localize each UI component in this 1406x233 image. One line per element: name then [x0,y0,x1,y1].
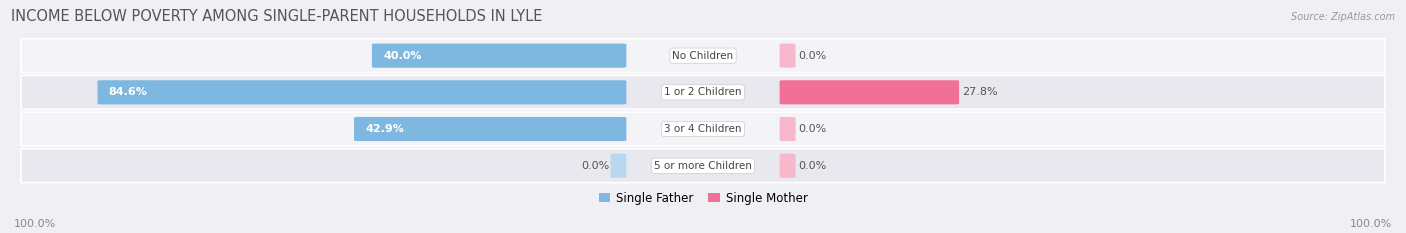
Text: No Children: No Children [672,51,734,61]
Text: 84.6%: 84.6% [108,87,148,97]
FancyBboxPatch shape [779,117,796,141]
FancyBboxPatch shape [21,149,1385,183]
FancyBboxPatch shape [21,39,1385,72]
FancyBboxPatch shape [779,80,959,104]
Text: 0.0%: 0.0% [799,161,827,171]
Text: 27.8%: 27.8% [962,87,997,97]
Text: 3 or 4 Children: 3 or 4 Children [664,124,742,134]
Text: INCOME BELOW POVERTY AMONG SINGLE-PARENT HOUSEHOLDS IN LYLE: INCOME BELOW POVERTY AMONG SINGLE-PARENT… [11,9,543,24]
FancyBboxPatch shape [97,80,627,104]
Text: 1 or 2 Children: 1 or 2 Children [664,87,742,97]
FancyBboxPatch shape [371,44,627,68]
FancyBboxPatch shape [21,112,1385,146]
Text: Source: ZipAtlas.com: Source: ZipAtlas.com [1291,12,1395,22]
Text: 0.0%: 0.0% [799,124,827,134]
FancyBboxPatch shape [779,44,796,68]
Text: 42.9%: 42.9% [366,124,404,134]
Text: 0.0%: 0.0% [581,161,609,171]
FancyBboxPatch shape [779,154,796,178]
Text: 0.0%: 0.0% [799,51,827,61]
FancyBboxPatch shape [354,117,627,141]
Text: 100.0%: 100.0% [14,219,56,229]
Text: 5 or more Children: 5 or more Children [654,161,752,171]
Legend: Single Father, Single Mother: Single Father, Single Mother [593,187,813,209]
FancyBboxPatch shape [21,75,1385,109]
Text: 40.0%: 40.0% [382,51,422,61]
Text: 100.0%: 100.0% [1350,219,1392,229]
FancyBboxPatch shape [610,154,627,178]
